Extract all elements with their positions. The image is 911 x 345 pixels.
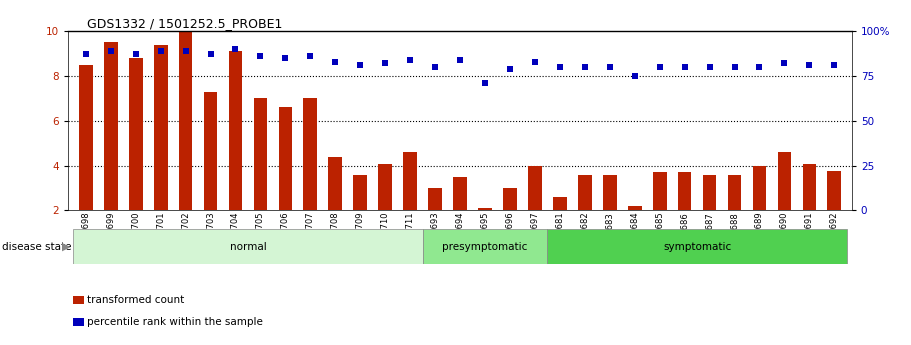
Text: normal: normal — [230, 242, 266, 252]
Bar — [329, 157, 343, 210]
Point — [104, 48, 118, 53]
Bar — [702, 175, 716, 210]
Text: presymptomatic: presymptomatic — [443, 242, 527, 252]
Bar — [378, 165, 392, 210]
Bar — [353, 175, 367, 210]
Bar — [229, 51, 242, 210]
Bar — [179, 31, 192, 210]
Text: GDS1332 / 1501252.5_PROBE1: GDS1332 / 1501252.5_PROBE1 — [87, 17, 281, 30]
Bar — [204, 92, 218, 210]
Point — [628, 73, 642, 79]
Point — [153, 48, 168, 53]
Bar — [752, 166, 766, 210]
Bar — [428, 188, 442, 210]
Bar — [803, 165, 816, 210]
Point — [602, 64, 617, 70]
Bar — [548, 229, 847, 264]
Point — [253, 53, 268, 59]
Point — [677, 64, 691, 70]
Bar — [73, 229, 423, 264]
Point — [802, 62, 816, 68]
Point — [428, 64, 443, 70]
Point — [752, 64, 767, 70]
Bar — [827, 171, 841, 210]
Bar — [778, 152, 792, 210]
Bar — [653, 172, 667, 210]
Point — [652, 64, 667, 70]
Point — [403, 57, 417, 62]
Bar — [478, 208, 492, 210]
Bar — [303, 98, 317, 210]
Point — [453, 57, 467, 62]
Text: transformed count: transformed count — [87, 295, 185, 305]
Bar — [253, 98, 267, 210]
Point — [477, 80, 492, 86]
Text: symptomatic: symptomatic — [663, 242, 732, 252]
Point — [727, 64, 742, 70]
Point — [553, 64, 568, 70]
Point — [278, 55, 292, 61]
Point — [128, 52, 143, 57]
Point — [702, 64, 717, 70]
Bar — [104, 42, 118, 210]
Point — [827, 62, 842, 68]
Bar — [453, 177, 467, 210]
Bar — [728, 175, 742, 210]
Text: ▶: ▶ — [62, 242, 70, 252]
Bar — [279, 107, 292, 210]
Point — [78, 52, 93, 57]
Bar — [578, 175, 591, 210]
Point — [303, 53, 318, 59]
Bar — [503, 188, 517, 210]
Bar — [404, 152, 417, 210]
Point — [777, 61, 792, 66]
Bar — [423, 229, 548, 264]
Point — [503, 66, 517, 71]
Point — [353, 62, 367, 68]
Point — [203, 52, 218, 57]
Bar — [603, 175, 617, 210]
Bar — [154, 45, 168, 210]
Point — [179, 48, 193, 53]
Point — [578, 64, 592, 70]
Bar — [528, 166, 542, 210]
Bar — [553, 197, 567, 210]
Bar — [128, 58, 142, 210]
Point — [378, 61, 393, 66]
Text: disease state: disease state — [2, 242, 71, 252]
Text: percentile rank within the sample: percentile rank within the sample — [87, 317, 263, 327]
Bar — [79, 65, 93, 210]
Bar — [678, 172, 691, 210]
Bar — [628, 206, 641, 210]
Point — [527, 59, 542, 64]
Point — [229, 46, 243, 52]
Point — [328, 59, 343, 64]
